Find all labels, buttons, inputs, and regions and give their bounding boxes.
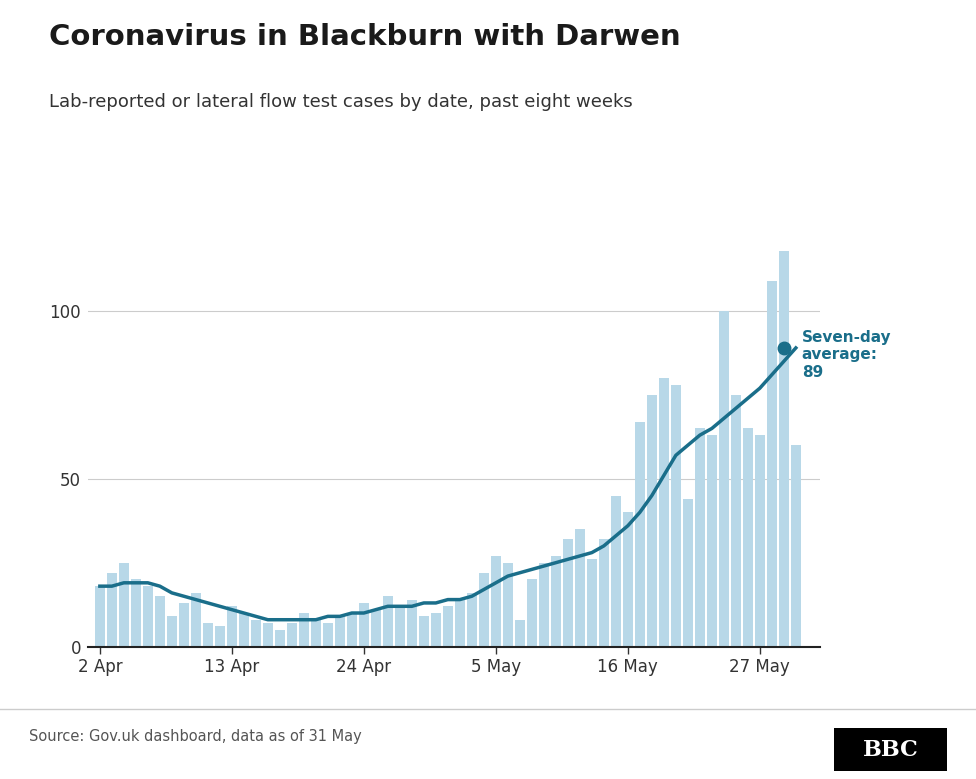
- Bar: [491, 556, 501, 647]
- Text: Seven-day
average:
89: Seven-day average: 89: [802, 330, 891, 379]
- Bar: [623, 513, 633, 647]
- Bar: [455, 600, 465, 647]
- Bar: [695, 428, 705, 647]
- Bar: [203, 623, 213, 647]
- Bar: [514, 620, 525, 647]
- Bar: [634, 421, 645, 647]
- Bar: [251, 620, 261, 647]
- Bar: [791, 446, 801, 647]
- Bar: [647, 395, 657, 647]
- Bar: [119, 562, 129, 647]
- Bar: [335, 616, 345, 647]
- Bar: [263, 623, 273, 647]
- Bar: [155, 596, 165, 647]
- Bar: [443, 606, 453, 647]
- Bar: [550, 556, 561, 647]
- Bar: [310, 620, 321, 647]
- Bar: [323, 623, 333, 647]
- Bar: [190, 593, 201, 647]
- Text: Source: Gov.uk dashboard, data as of 31 May: Source: Gov.uk dashboard, data as of 31 …: [29, 728, 362, 744]
- Bar: [407, 600, 417, 647]
- Bar: [274, 629, 285, 647]
- Bar: [430, 613, 441, 647]
- Bar: [503, 562, 513, 647]
- Text: Lab-reported or lateral flow test cases by date, past eight weeks: Lab-reported or lateral flow test cases …: [49, 93, 632, 111]
- Bar: [587, 559, 597, 647]
- Bar: [467, 593, 477, 647]
- Bar: [215, 626, 224, 647]
- Bar: [731, 395, 741, 647]
- Bar: [718, 311, 729, 647]
- Text: Coronavirus in Blackburn with Darwen: Coronavirus in Blackburn with Darwen: [49, 23, 680, 51]
- Bar: [287, 623, 297, 647]
- Bar: [371, 610, 381, 647]
- Bar: [359, 603, 369, 647]
- Bar: [179, 603, 189, 647]
- Bar: [575, 529, 585, 647]
- Bar: [95, 586, 105, 647]
- Bar: [383, 596, 393, 647]
- Bar: [659, 378, 669, 647]
- Bar: [419, 616, 428, 647]
- Bar: [346, 613, 357, 647]
- Bar: [142, 586, 153, 647]
- Bar: [683, 499, 693, 647]
- Bar: [779, 251, 789, 647]
- Bar: [131, 580, 141, 647]
- Bar: [611, 495, 621, 647]
- Text: BBC: BBC: [863, 738, 918, 761]
- Bar: [743, 428, 752, 647]
- Bar: [226, 606, 237, 647]
- Bar: [767, 280, 777, 647]
- Bar: [754, 435, 765, 647]
- Bar: [239, 613, 249, 647]
- Bar: [707, 435, 717, 647]
- Bar: [167, 616, 177, 647]
- Bar: [527, 580, 537, 647]
- Bar: [394, 606, 405, 647]
- Bar: [479, 573, 489, 647]
- Bar: [539, 562, 549, 647]
- Bar: [563, 539, 573, 647]
- Bar: [106, 573, 117, 647]
- Bar: [671, 385, 681, 647]
- Bar: [598, 539, 609, 647]
- Bar: [299, 613, 309, 647]
